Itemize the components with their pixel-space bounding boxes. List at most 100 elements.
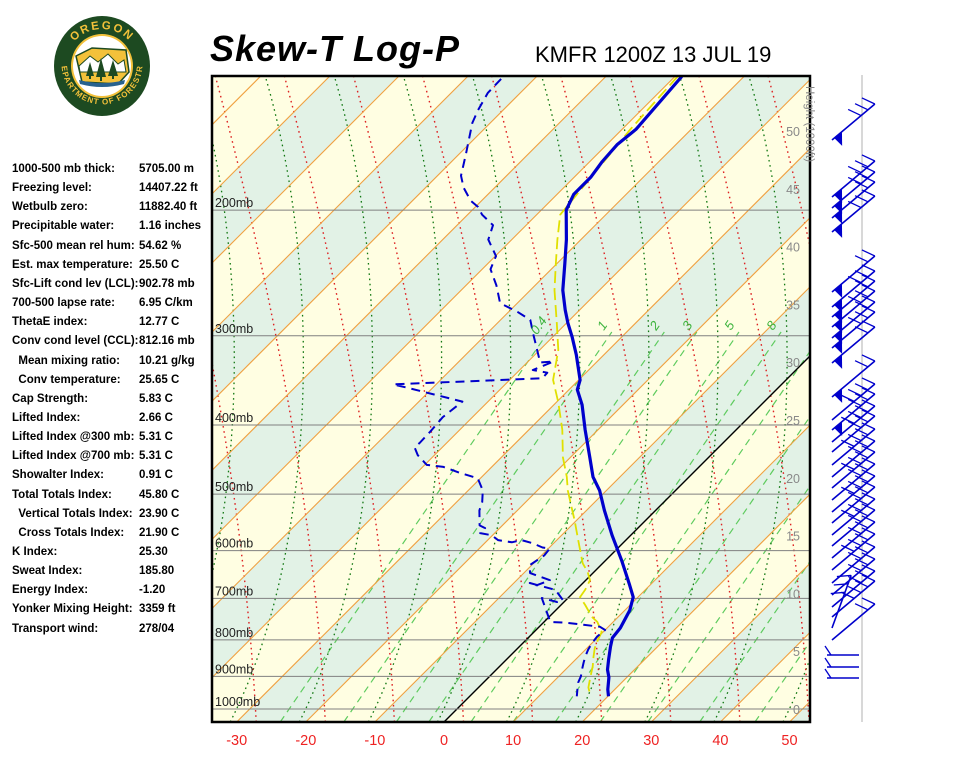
stat-value: 11882.40 ft <box>139 201 198 214</box>
wind-barb <box>831 354 876 403</box>
dry-adiabat <box>837 76 947 722</box>
moist-adiabat <box>92 76 165 722</box>
stat-label: Showalter Index: <box>12 469 105 482</box>
temp-tick-label: 10 <box>505 733 521 749</box>
moist-adiabat <box>436 76 512 722</box>
dry-adiabat <box>214 76 326 722</box>
dry-adiabat <box>352 76 465 722</box>
mixing-ratio-line <box>470 331 740 722</box>
wind-barb <box>831 154 876 203</box>
stat-row: ThetaE index: 12.77 C <box>12 316 207 331</box>
stat-value: 25.50 C <box>139 258 180 271</box>
stat-value: 54.62 % <box>139 239 182 252</box>
dry-adiabat <box>906 76 960 722</box>
dry-adiabat <box>629 76 741 722</box>
stat-value: 45.80 C <box>139 488 180 501</box>
stat-value: 278/04 <box>139 622 175 635</box>
moist-adiabat <box>921 76 960 722</box>
dry-adiabat <box>560 76 672 722</box>
stat-value: 25.65 C <box>139 373 180 386</box>
station-datetime: KMFR 1200Z 13 JUL 19 <box>535 42 772 67</box>
stat-value: 23.90 C <box>139 507 180 520</box>
stat-row: Cross Totals Index: 21.90 C <box>12 527 207 542</box>
stat-label: Conv temperature: <box>12 373 121 386</box>
stat-row: Sfc-Lift cond lev (LCL): 902.78 mb <box>12 278 207 293</box>
pressure-label: 400mb <box>215 411 253 425</box>
isotherm-band <box>212 76 810 678</box>
stat-label: Conv cond level (CCL): <box>12 335 139 348</box>
wind-barb <box>824 657 859 668</box>
dry-adiabat <box>8 76 118 722</box>
wind-barb <box>831 503 876 547</box>
stat-label: Sfc-500 mean rel hum: <box>12 239 135 252</box>
stat-row: Lifted Index @700 mb: 5.31 C <box>12 450 207 465</box>
dewpoint-trace <box>392 78 607 697</box>
pressure-label: 300mb <box>215 322 253 336</box>
stat-label: Wetbulb zero: <box>12 201 88 214</box>
mixing-ratio-line <box>512 331 782 722</box>
wind-barb <box>831 284 876 333</box>
stat-label: Cross Totals Index: <box>12 526 125 539</box>
height-tick-label: 50 <box>786 125 800 139</box>
wind-barb <box>831 552 876 596</box>
wind-barb <box>831 305 876 354</box>
stat-label: Lifted Index @300 mb: <box>12 431 135 444</box>
wind-barb <box>831 422 876 466</box>
isotherm <box>374 286 810 722</box>
moist-adiabat <box>575 76 650 722</box>
wind-barb <box>824 668 859 679</box>
height-tick-label: 40 <box>786 241 800 255</box>
stat-value: 3359 ft <box>139 603 176 616</box>
height-tick-label: 5 <box>793 645 800 659</box>
zero-isotherm <box>443 355 810 722</box>
stat-value: 902.78 mb <box>139 277 195 290</box>
wind-barb <box>831 165 876 214</box>
moist-adiabat <box>229 76 305 722</box>
stat-value: 812.16 mb <box>139 335 195 348</box>
pressure-label: 200mb <box>215 196 253 210</box>
stat-value: 5.31 C <box>139 450 173 463</box>
isotherm <box>212 76 400 264</box>
stat-value: 25.30 <box>139 546 168 558</box>
dry-adiabat <box>212 359 257 722</box>
wind-barb <box>831 175 876 224</box>
mixing-ratio-line <box>754 640 810 722</box>
wind-barb <box>831 387 876 436</box>
stat-label: K Index: <box>12 546 58 558</box>
stat-label: Total Totals Index: <box>12 488 112 501</box>
stat-value: 5.31 C <box>139 431 173 444</box>
wind-barb <box>831 469 876 513</box>
stat-row: Yonker Mixing Height: 3359 ft <box>12 603 207 618</box>
stat-label: Freezing level: <box>12 182 92 195</box>
stat-row: Cap Strength: 5.83 C <box>12 393 207 408</box>
stat-row: K Index: 25.30 <box>12 546 207 561</box>
stat-row: Precipitable water: 1.16 inches <box>12 220 207 235</box>
stat-label: 700-500 lapse rate: <box>12 297 115 310</box>
stat-value: 12.77 C <box>139 316 180 329</box>
stat-row: Conv temperature: 25.65 C <box>12 374 207 389</box>
mixing-ratio-line <box>647 484 810 722</box>
mixing-ratio-line <box>428 331 698 722</box>
stat-value: 14407.22 ft <box>139 182 198 195</box>
isotherm <box>650 562 810 722</box>
isotherm <box>236 147 810 722</box>
pressure-label: 800mb <box>215 626 253 640</box>
pressure-label: 700mb <box>215 584 253 598</box>
wind-barb <box>831 574 876 618</box>
dry-adiabat <box>283 76 396 722</box>
moist-adiabat <box>212 136 235 577</box>
height-tick-label: 35 <box>786 298 800 312</box>
stat-row: Total Totals Index: 45.80 C <box>12 489 207 504</box>
isotherm-band <box>928 76 960 722</box>
height-tick-label: 10 <box>786 587 800 601</box>
stat-label: Cap Strength: <box>12 392 89 405</box>
isotherm <box>512 424 810 722</box>
chart-background <box>8 76 960 722</box>
pressure-label: 900mb <box>215 662 253 676</box>
temp-tick-label: 50 <box>781 733 797 749</box>
wind-barb <box>830 574 852 629</box>
stat-row: Est. max temperature: 25.50 C <box>12 259 207 274</box>
temp-tick-label: 0 <box>440 733 448 749</box>
stat-label: Energy Index: <box>12 584 89 597</box>
